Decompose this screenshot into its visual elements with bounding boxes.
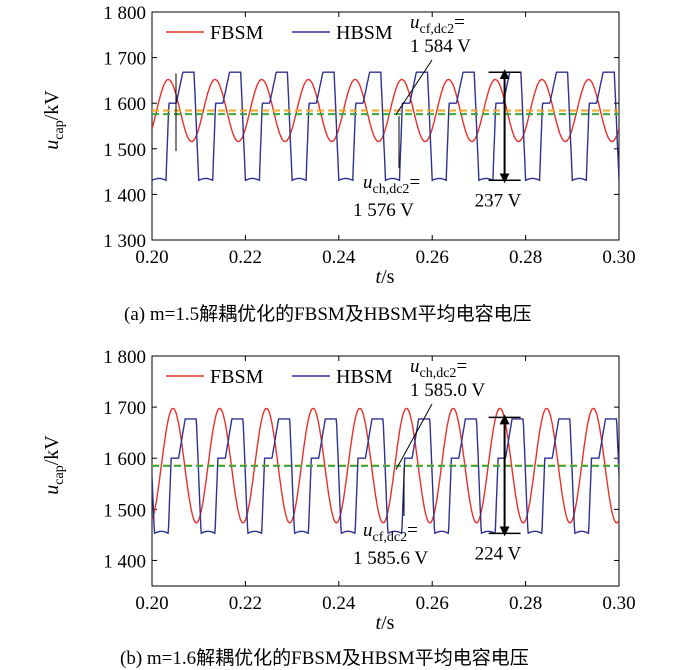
- lower-value: 1 585.6 V: [353, 548, 428, 569]
- x-tick-label: 0.28: [509, 247, 542, 268]
- plot-frame: [151, 11, 620, 241]
- series-line: [152, 418, 619, 535]
- series-group: [152, 71, 619, 182]
- annotations: 237 V ucf,dc2=1 584 V uch,dc2= 1 576 V: [175, 12, 522, 221]
- y-tick-labels-b: 1 400 1 500 1 600 1 700 1 800: [103, 347, 146, 572]
- x-axis-title-a: t/s: [376, 266, 395, 288]
- series-line: [152, 78, 619, 143]
- series-line: [152, 71, 619, 182]
- y-tick-label: 1 700: [103, 49, 146, 70]
- upper-label: ucf,dc2=: [410, 12, 465, 37]
- y-tick-label: 1 400: [103, 551, 146, 572]
- annotations: 224 V uch,dc2=1 585.0 V ucf,dc2= 1 585.6 V: [353, 356, 521, 569]
- series-line: [152, 407, 619, 524]
- x-tick-label: 0.30: [602, 593, 635, 614]
- x-tick-label: 0.26: [416, 593, 449, 614]
- y-tick-label: 1 600: [103, 94, 146, 115]
- caption-a: (a) m=1.5解耦优化的FBSM及HBSM平均电容电压: [124, 303, 532, 325]
- x-tick-label: 0.22: [229, 593, 262, 614]
- span-value: 237 V: [475, 190, 522, 211]
- y-axis-title-b: ucap/kV: [41, 435, 67, 495]
- x-tick-label: 0.24: [322, 247, 356, 268]
- x-tick-labels-a: 0.20 0.22 0.24 0.26 0.28 0.30: [135, 247, 635, 268]
- legend-label: HBSM: [336, 366, 393, 388]
- y-tick-label: 1 800: [103, 3, 146, 24]
- y-tick-label: 1 800: [103, 347, 146, 368]
- lower-label: ucf,dc2=: [363, 520, 418, 545]
- x-tick-label: 0.28: [509, 593, 542, 614]
- x-tick-label: 0.22: [229, 247, 262, 268]
- upper-label: uch,dc2=: [410, 356, 467, 381]
- upper-value: 1 584 V: [410, 36, 471, 57]
- legend-label: FBSM: [210, 366, 264, 388]
- lower-value: 1 576 V: [353, 200, 414, 221]
- legend-background: [158, 362, 390, 388]
- legend-label: HBSM: [336, 22, 393, 44]
- x-tick-label: 0.20: [135, 593, 168, 614]
- upper-leader: [395, 403, 433, 470]
- upper-value: 1 585.0 V: [410, 380, 485, 401]
- x-tick-labels-b: 0.20 0.22 0.24 0.26 0.28 0.30: [135, 593, 635, 614]
- series-group: [152, 407, 619, 535]
- y-tick-label: 1 500: [103, 140, 146, 161]
- y-tick-label: 1 500: [103, 500, 146, 521]
- x-tick-label: 0.30: [602, 247, 635, 268]
- x-tick-label: 0.20: [135, 247, 168, 268]
- upper-leader: [395, 59, 433, 115]
- y-tick-label: 1 400: [103, 185, 146, 206]
- y-axis-title-a: ucap/kV: [41, 90, 67, 150]
- x-tick-label: 0.26: [416, 247, 449, 268]
- legend: FBSM HBSM: [158, 18, 393, 44]
- y-tick-labels-a: 1 300 1 400 1 500 1 600 1 700 1 800: [103, 3, 146, 252]
- legend: FBSM HBSM: [158, 362, 393, 388]
- lower-label: uch,dc2=: [363, 172, 420, 197]
- x-axis-title-b: t/s: [376, 612, 395, 634]
- span-value: 224 V: [475, 543, 522, 564]
- y-tick-label: 1 600: [103, 449, 146, 470]
- x-tick-label: 0.24: [322, 593, 356, 614]
- caption-b: (b) m=1.6解耦优化的FBSM及HBSM平均电容电压: [120, 647, 529, 669]
- legend-background: [158, 18, 390, 44]
- y-tick-label: 1 700: [103, 398, 146, 419]
- y-tick-label: 1 300: [103, 231, 146, 252]
- legend-label: FBSM: [210, 22, 264, 44]
